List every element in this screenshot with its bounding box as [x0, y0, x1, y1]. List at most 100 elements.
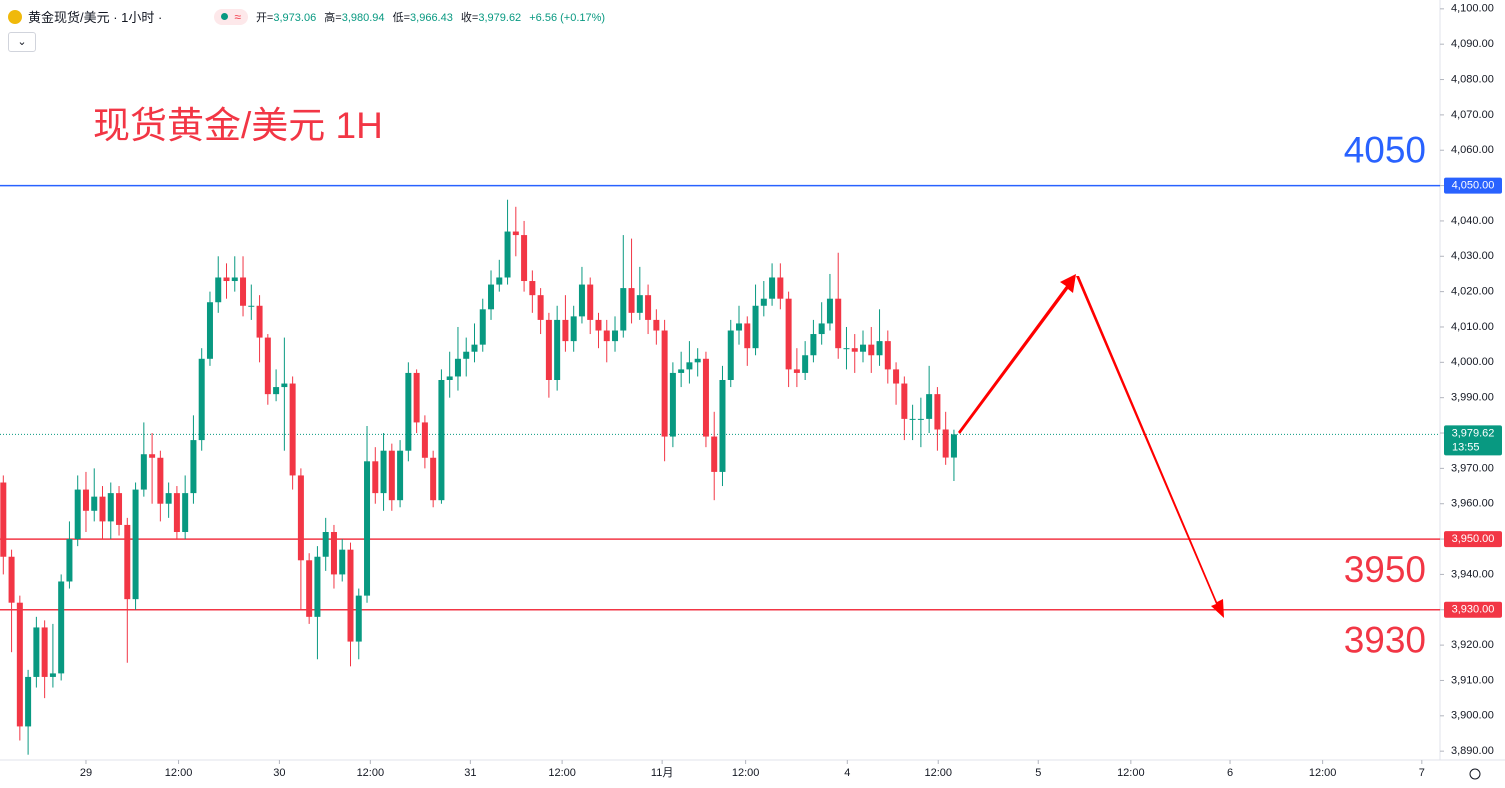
x-tick-label: 7	[1419, 767, 1425, 779]
x-tick-label: 11月	[651, 767, 673, 779]
candle-body	[901, 383, 908, 419]
candle-body	[802, 355, 809, 373]
candle-body	[917, 418, 924, 420]
candle-body	[942, 429, 949, 458]
candle-body	[140, 454, 147, 490]
level-price-label: 3,950.00	[1452, 533, 1495, 545]
candle-body	[132, 489, 139, 600]
candle-body	[620, 288, 627, 331]
candle-body	[347, 549, 354, 642]
candle-body	[860, 344, 867, 352]
candle-body	[372, 461, 379, 494]
candle-body	[686, 362, 693, 370]
x-tick-label: 5	[1035, 767, 1041, 779]
y-tick-label: 3,970.00	[1451, 462, 1494, 474]
x-tick-label: 4	[844, 767, 850, 779]
candle-body	[702, 358, 709, 437]
candle-body	[950, 434, 957, 458]
candle-body	[893, 369, 900, 384]
candle-body	[719, 380, 726, 472]
candle-body	[884, 341, 891, 370]
candle-body	[537, 295, 544, 320]
candle-body	[231, 277, 238, 282]
candle-body	[512, 231, 519, 236]
x-tick-label: 6	[1227, 767, 1233, 779]
forecast-arrows	[958, 274, 1224, 618]
candle-body	[8, 556, 15, 603]
collapse-button[interactable]: ⌄	[8, 32, 36, 52]
candle-body	[215, 277, 222, 303]
candle-body	[851, 348, 858, 352]
y-tick-label: 4,040.00	[1451, 215, 1494, 227]
settings-icon[interactable]	[1469, 768, 1481, 780]
candle-body	[496, 277, 503, 285]
candle-body	[818, 323, 825, 335]
y-tick-label: 3,920.00	[1451, 639, 1494, 651]
candle-body	[173, 493, 180, 532]
candle-body	[876, 341, 883, 356]
candle-body	[380, 450, 387, 494]
status-pill[interactable]: ≈	[214, 8, 248, 25]
x-tick-label: 12:00	[732, 767, 760, 779]
x-tick-label: 12:00	[1309, 767, 1337, 779]
last-price-label: 3,979.62	[1452, 427, 1495, 439]
candle-body	[248, 305, 255, 307]
candle-body	[157, 457, 164, 504]
level-annotation: 4050	[1344, 129, 1426, 170]
change-value: +6.56 (+0.17%)	[529, 11, 606, 24]
candle-body	[793, 369, 800, 373]
y-tick-label: 4,080.00	[1451, 73, 1494, 85]
level-annotation: 3930	[1344, 620, 1426, 661]
candle-body	[99, 496, 106, 522]
candle-body	[711, 436, 718, 472]
candle-body	[736, 323, 743, 331]
y-tick-label: 4,070.00	[1451, 109, 1494, 121]
candle-body	[926, 394, 933, 419]
candle-body	[314, 556, 321, 617]
candle-body	[595, 319, 602, 331]
candle-body	[810, 334, 817, 356]
level-price-label: 4,050.00	[1452, 179, 1495, 191]
candle-body	[421, 422, 428, 458]
candle-body	[0, 482, 7, 557]
candle-body	[587, 284, 594, 320]
candle-body	[636, 295, 643, 313]
candle-body	[41, 627, 48, 677]
candle-body	[91, 496, 98, 511]
candle-body	[554, 319, 561, 380]
candle-body	[264, 337, 271, 395]
candle-body	[124, 524, 131, 600]
candle-body	[603, 330, 610, 342]
candle-body	[206, 302, 213, 359]
candle-body	[330, 532, 337, 575]
candle-body	[281, 383, 288, 388]
candle-body	[198, 358, 205, 441]
candle-body	[843, 348, 850, 350]
last-price-box	[1444, 425, 1502, 456]
candle-body	[405, 372, 412, 451]
candle-body	[934, 394, 941, 430]
symbol-name: 黄金现货/美元 · 1小时 ·	[28, 10, 163, 25]
candle-body	[653, 319, 660, 331]
chart-title: 现货黄金/美元 1H	[93, 105, 383, 146]
candle-body	[471, 344, 478, 352]
candle-body	[835, 298, 842, 349]
ohlc-label: 高=	[324, 11, 342, 24]
x-tick-label: 12:00	[924, 767, 952, 779]
candle-body	[388, 450, 395, 501]
x-tick-label: 31	[464, 767, 476, 779]
candle-body	[529, 281, 536, 296]
y-tick-label: 4,020.00	[1451, 286, 1494, 298]
candle-body	[570, 316, 577, 342]
ohlc-value: 3,966.43	[410, 11, 453, 24]
candle-body	[25, 676, 32, 727]
y-tick-label: 3,890.00	[1451, 745, 1494, 757]
y-tick-label: 3,990.00	[1451, 392, 1494, 404]
candle-body	[273, 387, 280, 395]
candle-body	[504, 231, 511, 278]
ohlc-values: 开=3,973.06 高=3,980.94 低=3,966.43 收=3,979…	[256, 9, 610, 25]
arrow-up	[958, 274, 1076, 434]
level-price-box	[1444, 531, 1502, 548]
